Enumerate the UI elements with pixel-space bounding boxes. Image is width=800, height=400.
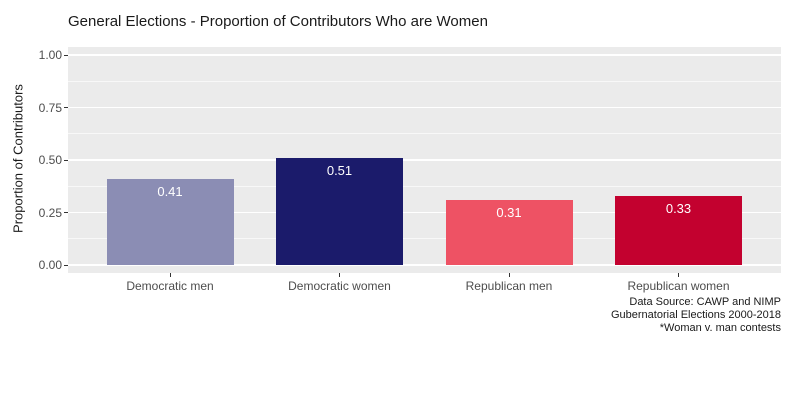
x-tick-label: Republican women [627,279,730,293]
bar-value-label: 0.51 [326,162,353,178]
caption: Data Source: CAWP and NIMP Gubernatorial… [611,296,781,335]
x-tick-mark [339,273,341,277]
x-tick-mark [169,273,171,277]
x-tick-label: Democratic women [288,279,391,293]
minor-gridline [68,238,781,240]
plot-panel: 0.41 0.51 0.31 0.33 [68,47,781,273]
major-gridline [68,264,781,266]
y-tick-mark [64,159,68,161]
y-tick-label: 0.25 [38,205,62,220]
y-tick-label: 0.50 [38,153,62,167]
major-gridline [68,159,781,161]
bar-value-label: 0.41 [157,183,183,199]
x-tick-label: Republican men [465,279,553,293]
y-tick-mark [64,212,68,214]
caption-line: *Woman v. man contests [659,322,781,334]
x-tick-mark [508,273,510,277]
bar-value-label: 0.31 [496,204,522,220]
bar-republican-men: 0.31 [445,199,573,265]
x-tick-label: Democratic men [126,279,214,293]
y-tick-label: 0.75 [38,100,62,115]
chart-title: General Elections - Proportion of Contri… [68,13,488,30]
y-tick-label: 1.00 [38,48,62,62]
bar-democratic-men: 0.41 [106,178,234,265]
major-gridline [68,211,781,214]
y-tick-mark [64,264,68,266]
major-gridline [68,106,781,109]
caption-line: Data Source: CAWP and NIMP [629,296,781,308]
caption-line: Gubernatorial Elections 2000-2018 [610,309,781,321]
y-tick-label: 0.00 [38,258,62,272]
x-tick-mark [678,273,680,277]
y-tick-mark [64,107,68,109]
bar-value-label: 0.33 [665,200,692,216]
minor-gridline [68,185,781,187]
bar-republican-women: 0.33 [615,195,742,265]
minor-gridline [68,133,781,135]
bar-democratic-women: 0.51 [276,157,403,265]
minor-gridline [68,80,781,82]
y-tick-mark [64,54,68,56]
major-gridline [68,54,781,56]
